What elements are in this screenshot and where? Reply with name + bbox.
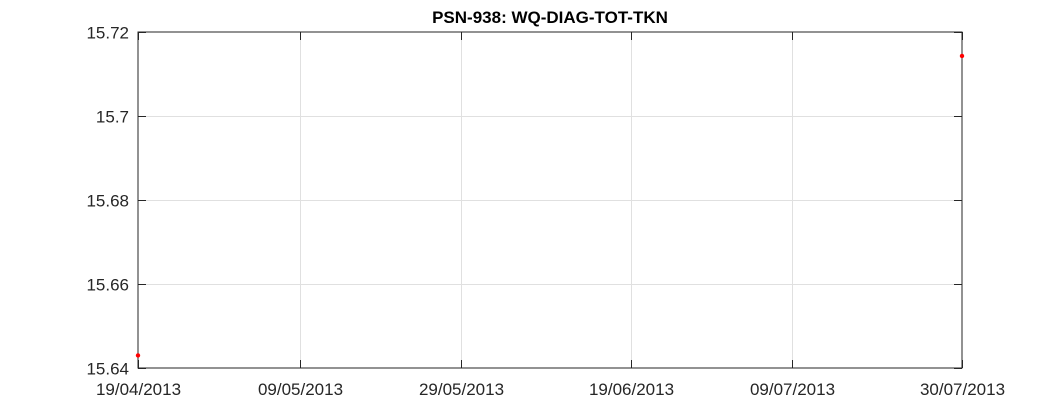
grid-lines: [138, 32, 962, 368]
x-tick-label: 30/07/2013: [920, 380, 1005, 399]
y-tick-label: 15.68: [86, 192, 129, 211]
x-tick-label: 29/05/2013: [419, 380, 504, 399]
data-point: [959, 53, 965, 59]
data-point: [135, 353, 141, 358]
data-points: [135, 53, 965, 358]
axis-ticks: [138, 32, 963, 369]
chart-title: PSN-938: WQ-DIAG-TOT-TKN: [432, 8, 668, 27]
x-tick-label: 09/05/2013: [258, 380, 343, 399]
y-tick-label: 15.64: [86, 360, 129, 379]
y-tick-label: 15.66: [86, 276, 129, 295]
y-tick-label: 15.7: [96, 108, 129, 127]
x-tick-label: 09/07/2013: [750, 380, 835, 399]
y-tick-label: 15.72: [86, 24, 129, 43]
x-tick-label: 19/06/2013: [589, 380, 674, 399]
x-tick-label: 19/04/2013: [96, 380, 181, 399]
tick-labels: 19/04/2013 09/05/2013 29/05/2013 19/06/2013…: [86, 24, 1005, 400]
